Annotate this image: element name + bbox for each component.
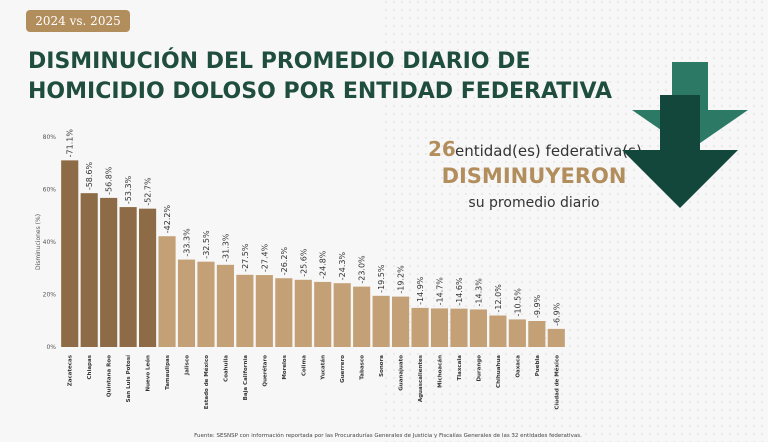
bar — [216, 264, 234, 347]
badge: 2024 vs. 2025 — [35, 14, 120, 28]
x-tick-label: Aguascalientes — [418, 354, 424, 402]
x-tick-label: Oaxaca — [515, 355, 521, 378]
bar — [100, 197, 118, 347]
x-tick-label: Chiapas — [87, 354, 93, 379]
x-tick-label: Estado de México — [203, 355, 210, 409]
value-label: -19.5% — [377, 264, 386, 293]
bar — [119, 207, 137, 347]
bar — [430, 308, 449, 347]
arrow-icon — [622, 95, 738, 208]
callout-text: entidad(es) federativa(s) — [455, 142, 642, 160]
x-tick-label: Michoacán — [437, 355, 444, 388]
bar — [255, 275, 273, 347]
x-tick-label: Morelos — [282, 354, 288, 379]
callout-emphasis: DISMINUYERON — [442, 164, 627, 188]
y-tick-label: 80% — [43, 134, 57, 141]
value-label: -14.6% — [455, 277, 464, 306]
x-tick-label: Ciudad de México — [553, 355, 560, 410]
x-tick-label: Coahuila — [223, 355, 229, 382]
value-label: -24.3% — [338, 252, 347, 281]
value-label: -19.2% — [397, 265, 406, 294]
x-tick-label: Zacatecas — [68, 354, 74, 386]
bar — [450, 308, 468, 347]
bar — [528, 321, 546, 347]
value-label: -10.5% — [513, 288, 522, 317]
x-tick-label: Nuevo León — [145, 355, 152, 392]
bar — [489, 315, 507, 347]
bar — [547, 328, 565, 347]
value-label: -27.5% — [241, 243, 250, 272]
x-tick-label: Yucatán — [320, 355, 327, 381]
x-tick-label: Quintana Roo — [107, 355, 113, 397]
value-label: -26.2% — [280, 247, 289, 276]
value-label: -14.9% — [416, 276, 425, 305]
value-label: -14.7% — [436, 277, 445, 306]
value-label: -32.5% — [202, 230, 211, 259]
x-tick-label: Tlaxcala — [457, 355, 463, 381]
x-tick-label: Guanajuato — [399, 355, 405, 391]
value-label: -25.6% — [299, 248, 308, 277]
value-label: -42.2% — [163, 205, 172, 234]
value-label: -24.8% — [319, 250, 328, 279]
x-tick-label: Colima — [301, 355, 307, 376]
bar — [469, 309, 487, 347]
title-line: HOMICIDIO DOLOSO POR ENTIDAD FEDERATIVA — [28, 79, 612, 104]
x-tick-label: Guerrero — [340, 355, 346, 383]
y-tick-label: 20% — [43, 292, 57, 299]
value-label: -6.9% — [552, 302, 561, 326]
value-label: -12.0% — [494, 284, 503, 313]
callout-text: su promedio diario — [468, 195, 599, 211]
y-tick-label: 60% — [43, 187, 57, 194]
source-note: Fuente: SESNSP con información reportada… — [194, 432, 582, 439]
value-label: -53.3% — [124, 175, 133, 204]
bar — [61, 160, 79, 347]
x-tick-label: Tamaulipas — [165, 354, 171, 390]
x-tick-label: Baja California — [243, 355, 249, 401]
x-tick-label: Puebla — [535, 355, 541, 376]
value-label: -14.3% — [474, 278, 483, 307]
callout-count: 26 — [428, 137, 456, 161]
value-label: -33.3% — [183, 228, 192, 257]
value-label: -31.3% — [221, 233, 230, 262]
x-tick-label: Chihuahua — [496, 355, 502, 388]
badge-bg — [26, 10, 130, 32]
bar — [372, 295, 390, 347]
bar — [275, 278, 293, 347]
y-tick-label: 40% — [43, 239, 57, 246]
value-label: -58.6% — [85, 161, 94, 190]
bar — [139, 208, 157, 347]
bar — [177, 259, 196, 347]
value-label: -23.0% — [358, 255, 367, 284]
value-label: -56.8% — [105, 166, 114, 195]
title-line: DISMINUCIÓN DEL PROMEDIO DIARIO DE — [28, 48, 530, 74]
bar — [158, 236, 176, 347]
bar — [294, 279, 312, 347]
bar — [411, 307, 429, 347]
x-tick-label: Tabasco — [360, 355, 366, 380]
y-axis-label: Disminuciones (%) — [35, 214, 42, 270]
bar — [353, 286, 371, 347]
x-tick-label: Querétaro — [261, 355, 268, 387]
bar — [392, 296, 410, 347]
bar — [508, 319, 526, 347]
value-label: -27.4% — [260, 243, 269, 272]
value-label: -71.1% — [66, 129, 75, 158]
bar — [197, 261, 215, 347]
y-tick-label: 0% — [46, 344, 56, 351]
bar — [80, 193, 98, 347]
bar — [333, 283, 351, 347]
x-tick-label: Durango — [476, 355, 482, 382]
x-tick-label: Jalisco — [185, 355, 191, 376]
x-tick-label: Sonora — [379, 355, 385, 377]
bar — [236, 274, 254, 347]
bar — [314, 281, 332, 347]
value-label: -9.9% — [533, 294, 542, 318]
x-tick-label: San Luis Potosí — [125, 354, 132, 402]
value-label: -52.7% — [144, 177, 153, 206]
